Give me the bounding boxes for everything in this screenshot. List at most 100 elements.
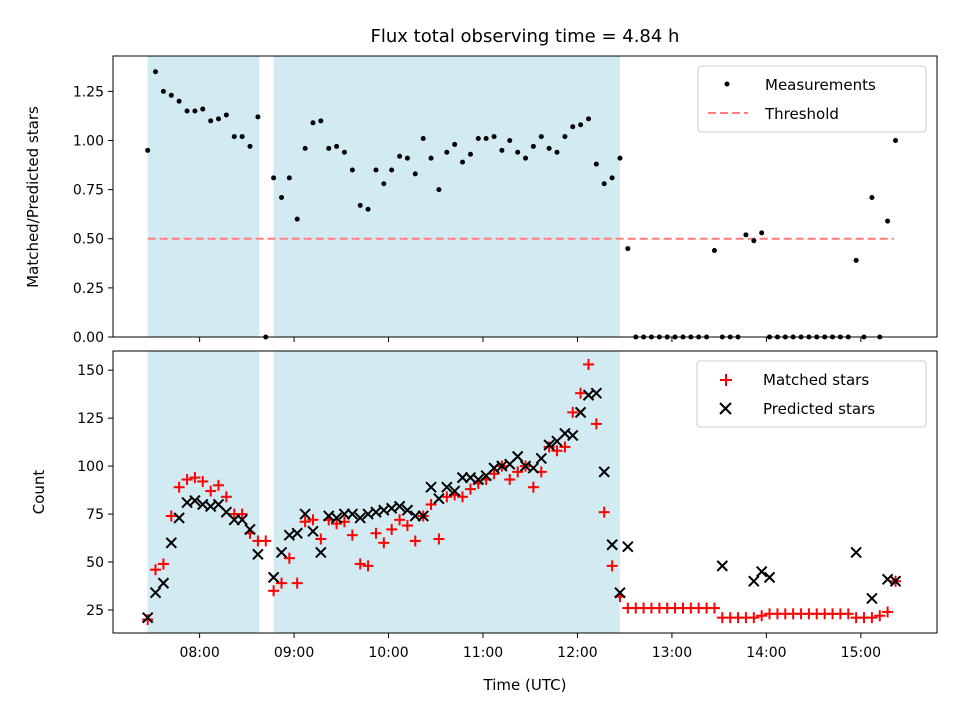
measurement-point bbox=[302, 145, 308, 151]
matched-star-point bbox=[842, 608, 854, 620]
measurement-point bbox=[318, 118, 324, 124]
legend-measurements-label: Measurements bbox=[765, 76, 876, 94]
measurement-point bbox=[491, 134, 497, 140]
measurement-point bbox=[853, 257, 859, 263]
predicted-star-marker-b bbox=[527, 462, 540, 474]
x-axis-label: Time (UTC) bbox=[483, 676, 567, 694]
bottom-panel-frame bbox=[112, 350, 938, 634]
top-y-axis-label: Matched/Predicted stars bbox=[24, 106, 42, 288]
matched-star-point bbox=[394, 514, 406, 526]
bottom-y-axis-label: Count bbox=[30, 470, 48, 515]
matched-star-point bbox=[583, 358, 595, 370]
predicted-star-point bbox=[850, 546, 862, 559]
measurement-point bbox=[601, 181, 607, 187]
predicted-star-point bbox=[511, 450, 524, 463]
predicted-star-point bbox=[244, 523, 256, 536]
measurement-point bbox=[160, 88, 166, 94]
matched-star-point bbox=[567, 406, 579, 418]
measurement-point bbox=[184, 108, 190, 114]
bottom-x-tick-label: 11:00 bbox=[463, 645, 503, 661]
predicted-star-point bbox=[291, 527, 303, 539]
measurement-point bbox=[153, 69, 159, 75]
predicted-star-marker-b bbox=[496, 460, 508, 472]
top-y-axis: 0.00 0.25 0.50 0.75 1.00 1.25 bbox=[73, 84, 113, 346]
matched-star-point bbox=[213, 479, 225, 491]
predicted-star-point bbox=[236, 514, 248, 526]
predicted-star-point bbox=[567, 429, 579, 442]
matched-star-point bbox=[756, 610, 768, 622]
measurement-point bbox=[145, 147, 151, 153]
predicted-star-marker-b bbox=[378, 504, 390, 516]
predicted-star-point bbox=[299, 508, 311, 520]
top-y-tick-label: 0.75 bbox=[73, 183, 104, 199]
matched-star-point bbox=[197, 475, 209, 487]
bottom-x-tick-label: 12:00 bbox=[557, 645, 597, 661]
bottom-x-tick-label: 10:00 bbox=[368, 645, 408, 661]
predicted-star-point bbox=[763, 571, 776, 584]
predicted-star-marker-b bbox=[448, 485, 461, 497]
predicted-star-marker-b bbox=[417, 510, 429, 522]
predicted-star-marker-b bbox=[370, 506, 382, 518]
matched-star-point bbox=[708, 602, 720, 614]
legend-predicted-label: Predicted stars bbox=[763, 400, 875, 418]
measurement-point bbox=[475, 136, 481, 142]
matched-star-point bbox=[268, 585, 280, 597]
predicted-star-marker-b bbox=[220, 506, 233, 518]
bottom-legend-box bbox=[696, 360, 927, 428]
matched-star-point bbox=[527, 481, 539, 493]
matched-star-point bbox=[551, 445, 563, 457]
matched-star-point bbox=[401, 520, 413, 532]
bottom-y-tick-label: 100 bbox=[77, 459, 104, 475]
observing-interval-2 bbox=[273, 56, 620, 337]
legend-matched-marker bbox=[720, 374, 732, 386]
measurement-point bbox=[570, 124, 576, 130]
measurement-point bbox=[334, 143, 340, 149]
predicted-star-marker-b bbox=[755, 565, 768, 578]
measurement-point bbox=[483, 136, 489, 142]
measurement-point bbox=[420, 136, 426, 142]
measurement-point bbox=[223, 112, 229, 118]
predicted-star-marker-b bbox=[267, 571, 280, 584]
predicted-star-point bbox=[622, 540, 634, 553]
measurement-point bbox=[617, 155, 623, 161]
matched-star-point bbox=[464, 483, 476, 495]
predicted-star-marker-b bbox=[141, 611, 154, 624]
predicted-star-marker-b bbox=[236, 514, 248, 526]
measurement-point bbox=[467, 151, 473, 157]
measurement-point bbox=[341, 149, 347, 155]
predicted-star-marker-b bbox=[614, 587, 626, 599]
predicted-star-point bbox=[315, 546, 327, 559]
measurement-point bbox=[586, 116, 592, 122]
predicted-star-marker-b bbox=[291, 527, 303, 539]
predicted-star-marker-b bbox=[433, 493, 445, 505]
predicted-star-point bbox=[598, 466, 610, 478]
measurement-point bbox=[507, 137, 513, 143]
measurement-point bbox=[452, 141, 458, 147]
top-y-tick-label: 1.25 bbox=[73, 84, 104, 100]
top-panel: Flux total observing time = 4.84 h 0.000… bbox=[24, 26, 938, 346]
matched-star-point bbox=[386, 523, 398, 535]
predicted-star-marker-b bbox=[252, 548, 264, 561]
matched-star-point bbox=[606, 560, 618, 572]
predicted-star-marker-b bbox=[393, 500, 406, 513]
legend-threshold-label: Threshold bbox=[764, 105, 839, 123]
predicted-star-point bbox=[275, 546, 288, 559]
measurement-point bbox=[759, 230, 765, 236]
measurement-point bbox=[885, 218, 891, 224]
top-y-tick-label: 1.00 bbox=[73, 133, 104, 149]
predicted-star-point bbox=[252, 548, 264, 561]
predicted-star-point bbox=[165, 537, 177, 549]
predicted-star-marker-b bbox=[346, 508, 359, 520]
predicted-star-marker-b bbox=[275, 546, 288, 559]
measurement-point bbox=[247, 143, 253, 149]
predicted-star-marker-b bbox=[763, 571, 776, 584]
matched-star-point bbox=[283, 552, 295, 564]
bottom-x-axis: 08:00 09:00 10:00 11:00 12:00 13:00 14:00 15:00 bbox=[179, 633, 881, 661]
measurement-point bbox=[893, 137, 899, 143]
measurement-point bbox=[381, 181, 387, 187]
measurement-point bbox=[499, 147, 505, 153]
predicted-star-marker-b bbox=[401, 504, 414, 516]
matched-star-point bbox=[378, 537, 390, 549]
bottom-x-tick-label: 08:00 bbox=[179, 645, 219, 661]
predicted-star-point bbox=[401, 504, 414, 516]
